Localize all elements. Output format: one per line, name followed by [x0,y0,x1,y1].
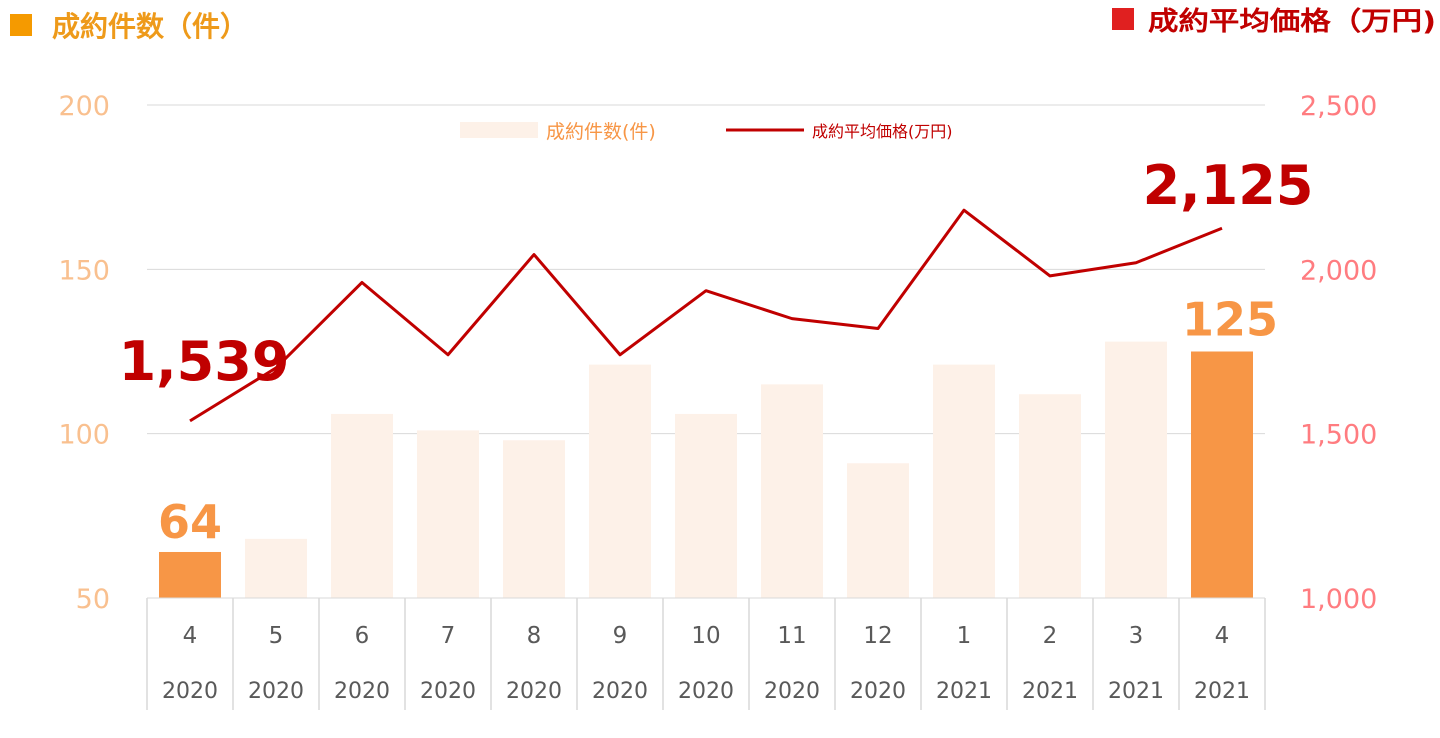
bar [675,413,737,598]
category-month-label: 3 [1129,623,1144,649]
right-axis-ticks: 1,000 1,500 2,000 2,500 [1300,91,1377,615]
bar [761,384,823,598]
category-year-label: 2020 [592,679,648,704]
bar [589,364,651,598]
legend-line-label: 成約平均価格(万円) [812,122,953,141]
category-year-label: 2020 [764,679,820,704]
category-table: 4 2020 5 2020 6 2020 7 2020 8 2020 9 2020 10 2020 11 20… [146,597,1266,710]
left-title-marker-icon [10,14,32,36]
category-month-label: 2 [1043,623,1058,649]
line-series [189,208,1223,423]
bar [331,413,393,598]
category-month-label: 6 [355,623,370,649]
bar [159,551,221,598]
bar [503,440,565,598]
left-tick-label: 200 [58,91,110,122]
category-year-label: 2020 [678,679,734,704]
bar [1191,351,1253,598]
category-year-label: 2021 [1194,679,1250,704]
category-month-label: 8 [527,623,542,649]
category-year-label: 2020 [162,679,218,704]
left-tick-label: 150 [58,255,110,286]
right-tick-label: 2,500 [1300,91,1377,122]
category-year-label: 2020 [506,679,562,704]
category-month-label: 12 [863,623,892,649]
left-title-text: 成約件数（件） [52,10,248,43]
legend-bar-label: 成約件数(件) [546,121,656,143]
bar [933,364,995,598]
first-line-value-label: 1,539 [119,330,290,393]
legend: 成約件数(件) 成約平均価格(万円) [460,121,953,143]
bar [417,430,479,598]
category-month-label: 1 [957,623,972,649]
category-year-label: 2021 [1108,679,1164,704]
bar [245,538,307,598]
left-axis-ticks: 50 100 150 200 [58,91,110,615]
category-month-label: 5 [269,623,284,649]
left-tick-label: 100 [58,420,110,451]
bar [1019,394,1081,598]
left-title: 成約件数（件） [10,10,248,43]
category-year-label: 2020 [334,679,390,704]
annotations: 64 125 1,539 2,125 [119,154,1314,549]
left-tick-label: 50 [76,584,110,615]
line-path [189,208,1223,423]
category-month-label: 4 [1215,623,1230,649]
category-month-label: 10 [691,623,720,649]
category-month-label: 9 [613,623,628,649]
category-year-label: 2020 [850,679,906,704]
category-year-label: 2020 [248,679,304,704]
category-year-label: 2021 [936,679,992,704]
category-month-label: 11 [777,623,806,649]
bar [1105,341,1167,598]
legend-bar-swatch [460,122,538,138]
category-year-label: 2021 [1022,679,1078,704]
right-tick-label: 2,000 [1300,255,1377,286]
category-month-label: 4 [183,623,198,649]
first-bar-value-label: 64 [158,495,222,549]
right-tick-label: 1,500 [1300,420,1377,451]
category-year-label: 2020 [420,679,476,704]
bar-series [159,341,1253,598]
last-bar-value-label: 125 [1182,293,1278,347]
right-title-marker-icon [1112,8,1134,30]
right-title: 成約平均価格（万円) [1112,6,1436,37]
last-line-value-label: 2,125 [1143,154,1314,217]
right-tick-label: 1,000 [1300,584,1377,615]
bar [847,463,909,598]
right-title-text: 成約平均価格（万円) [1148,6,1436,37]
category-month-label: 7 [441,623,456,649]
